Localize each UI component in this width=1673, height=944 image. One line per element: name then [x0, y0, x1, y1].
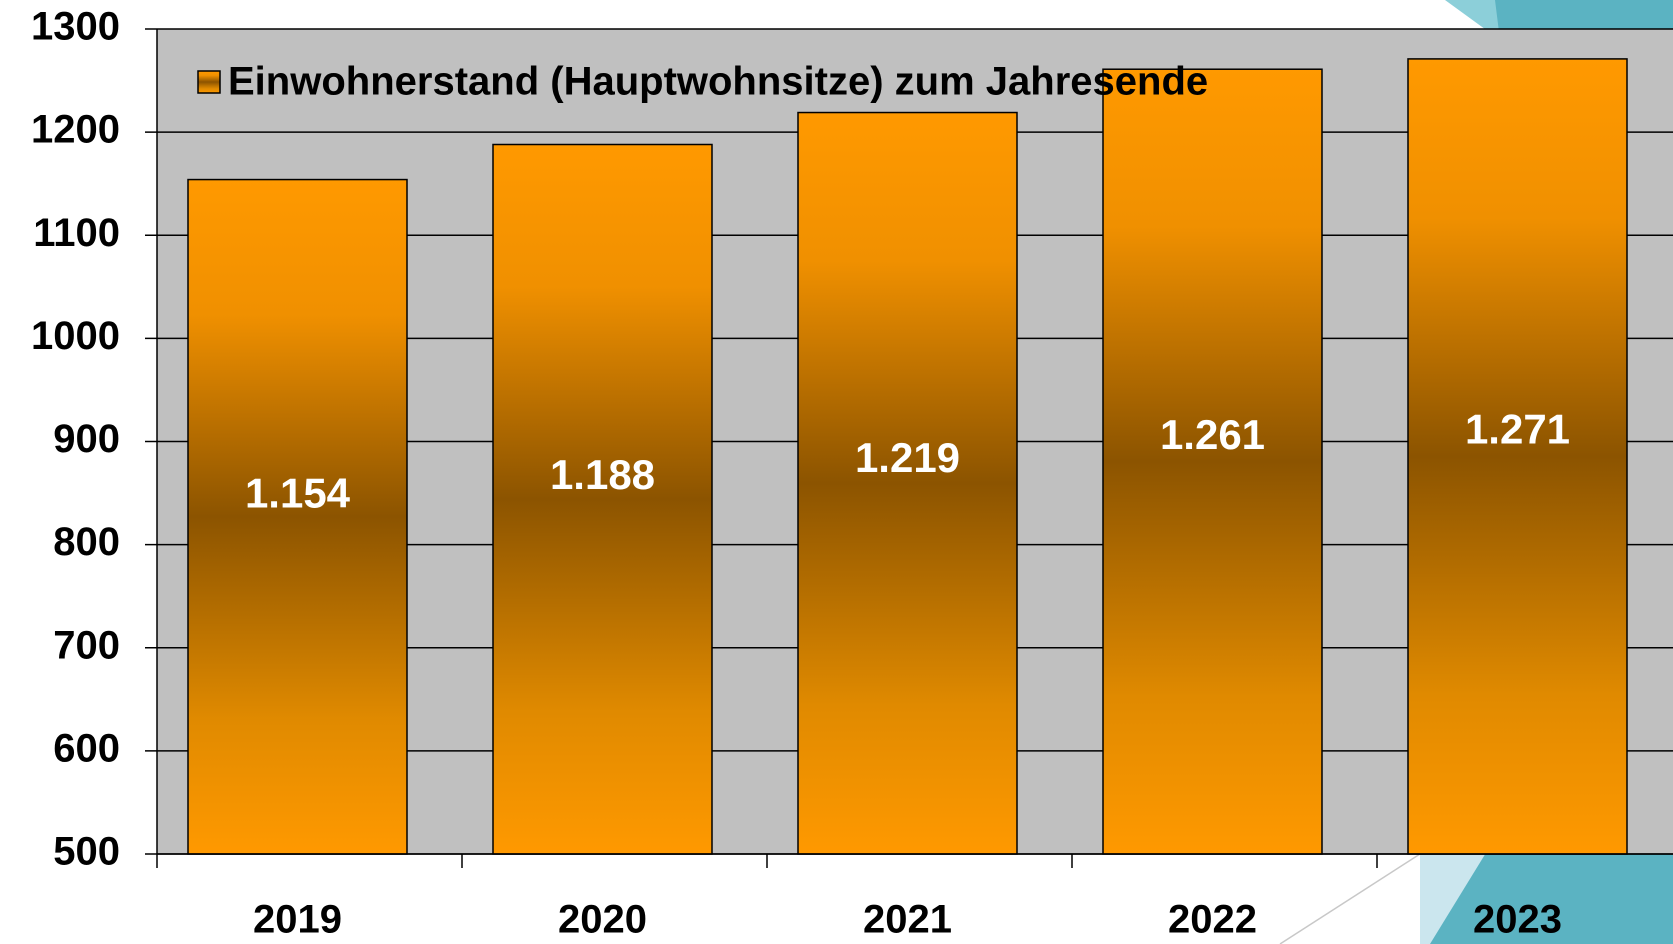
x-tick-label: 2022 [1168, 898, 1257, 942]
value-label: 1.154 [245, 470, 351, 517]
y-tick-label: 500 [53, 830, 120, 874]
y-tick-label: 900 [53, 417, 120, 461]
decoration [1279, 853, 1421, 944]
y-tick-label: 1200 [31, 108, 120, 152]
x-tick-label: 2021 [863, 898, 952, 942]
bar [797, 111, 1018, 855]
x-tick-label: 2023 [1473, 898, 1562, 942]
legend-swatch [197, 70, 221, 94]
bar [1102, 68, 1323, 855]
y-tick-label: 1300 [31, 5, 120, 49]
bar [492, 143, 713, 855]
value-label: 1.219 [855, 434, 960, 481]
legend: Einwohnerstand (Hauptwohnsitze) zum Jahr… [197, 60, 1208, 104]
y-tick-label: 700 [53, 623, 120, 667]
y-tick-label: 1000 [31, 314, 120, 358]
x-tick-label: 2020 [558, 898, 647, 942]
value-label: 1.271 [1465, 406, 1570, 453]
value-label: 1.188 [550, 451, 655, 498]
value-label: 1.261 [1160, 411, 1265, 458]
x-tick-label: 2019 [253, 898, 342, 942]
bar [1407, 58, 1628, 855]
bar [187, 178, 408, 855]
y-tick-label: 1100 [33, 211, 120, 255]
y-tick-label: 800 [53, 520, 120, 564]
y-tick-label: 600 [53, 726, 120, 770]
legend-label: Einwohnerstand (Hauptwohnsitze) zum Jahr… [228, 60, 1208, 104]
